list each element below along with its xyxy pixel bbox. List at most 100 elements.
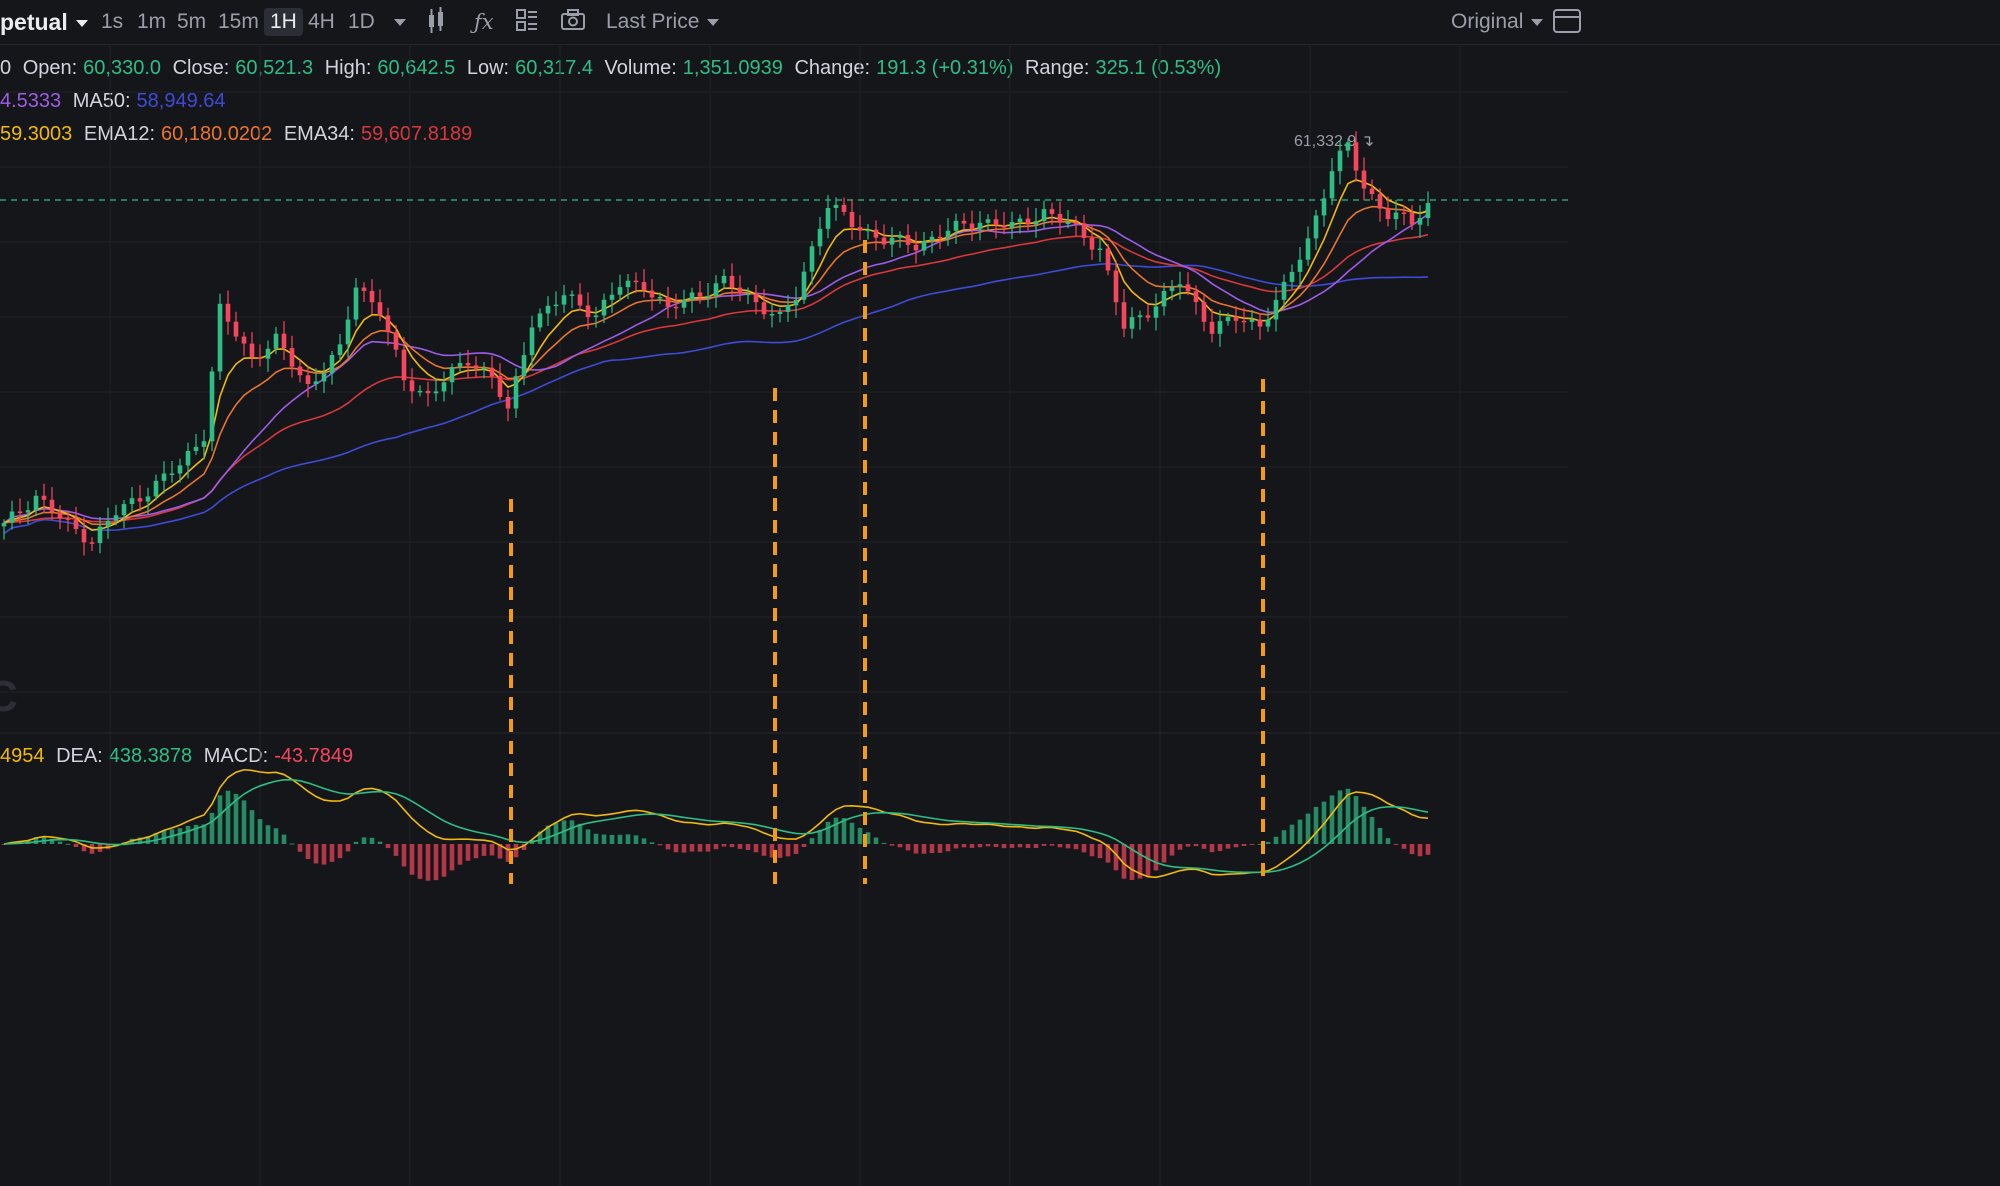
macd-bar	[721, 844, 727, 847]
macd-bar	[961, 844, 967, 848]
candle-body	[393, 332, 399, 350]
ema12-line	[3, 205, 1429, 526]
candle-body	[33, 495, 39, 511]
macd-bar	[769, 844, 775, 858]
macd-bar	[673, 844, 679, 853]
candle-body	[369, 290, 375, 303]
candle-body	[1081, 223, 1087, 238]
macd-bar	[985, 844, 991, 847]
macd-bar	[1145, 844, 1151, 877]
macd-bar	[1377, 827, 1383, 844]
macd-bar	[881, 842, 887, 844]
candle-body	[209, 371, 215, 442]
candle-body	[1273, 299, 1279, 320]
macd-bar	[409, 844, 415, 875]
interval-1h[interactable]: 1H	[264, 8, 303, 36]
candle-body	[121, 504, 127, 516]
macd-bar	[897, 844, 903, 848]
candle-body	[1169, 286, 1175, 291]
view-mode-label: Original	[1451, 10, 1524, 33]
candle-body	[1401, 212, 1407, 215]
candle-body	[905, 234, 911, 245]
layout-grid-icon[interactable]	[516, 8, 538, 36]
macd-bar	[1257, 843, 1263, 845]
camera-icon[interactable]	[561, 8, 585, 36]
candle-body	[609, 294, 615, 300]
macd-bar	[1185, 844, 1191, 847]
macd-bar	[361, 837, 367, 844]
candle-body	[377, 302, 383, 316]
interval-1m[interactable]: 1m	[137, 10, 167, 33]
macd-bar	[1073, 844, 1079, 850]
macd-bar	[145, 836, 151, 844]
candle-body	[585, 305, 591, 318]
interval-15m[interactable]: 15m	[218, 10, 259, 33]
macd-bar	[1049, 844, 1055, 846]
symbol-selector[interactable]: petual	[0, 8, 88, 36]
candle-body	[25, 510, 31, 513]
macd-bar	[1001, 844, 1007, 849]
indicators-fx-icon[interactable]: ƒx	[474, 10, 494, 34]
candle-body	[921, 240, 927, 251]
macd-bar	[1161, 844, 1167, 863]
candle-body	[1073, 222, 1079, 224]
macd-bar	[441, 844, 447, 877]
candle-body	[137, 498, 143, 502]
macd-bar	[1289, 824, 1295, 844]
macd-bar	[65, 843, 71, 845]
macd-bar	[321, 844, 327, 865]
high-value: 60,642.5	[377, 57, 456, 79]
macd-bar	[905, 844, 911, 851]
candle-body	[113, 515, 119, 521]
candle-body	[129, 498, 135, 505]
candle-body	[433, 391, 439, 394]
macd-bar	[305, 844, 311, 860]
macd-bar	[1089, 844, 1095, 857]
candle-body	[1361, 170, 1367, 189]
price-type-selector[interactable]: Last Price	[606, 8, 720, 36]
interval-1d[interactable]: 1D	[348, 10, 375, 33]
macd-bar	[417, 844, 423, 879]
macd-bar	[713, 844, 719, 850]
macd-bar	[577, 823, 583, 844]
candle-body	[1113, 270, 1119, 303]
candle-body	[1385, 208, 1391, 220]
macd-bar	[473, 844, 479, 859]
candle-body	[777, 311, 783, 315]
candle-body	[913, 244, 919, 251]
macd-bar	[297, 844, 303, 852]
price-chart[interactable]	[0, 44, 2000, 1186]
macd-bar	[609, 834, 615, 844]
macd-bar	[1337, 790, 1343, 844]
candle-body	[1225, 316, 1231, 322]
macd-bar	[969, 844, 975, 848]
candle-body	[289, 348, 295, 367]
more-intervals-button[interactable]	[386, 8, 406, 36]
candle-body	[313, 381, 319, 385]
interval-1s[interactable]: 1s	[101, 10, 124, 33]
view-mode-selector[interactable]: Original	[1451, 8, 1544, 36]
candle-body	[409, 380, 415, 392]
macd-bar	[465, 844, 471, 861]
candle-body	[729, 275, 735, 288]
candlestick-type-icon[interactable]	[426, 6, 446, 34]
macd-bar	[689, 844, 695, 852]
fullscreen-panel-icon[interactable]	[1552, 8, 1582, 36]
macd-bar	[57, 841, 63, 844]
interval-4h[interactable]: 4H	[308, 10, 335, 33]
change-label: Change:	[794, 57, 871, 79]
macd-bar	[937, 844, 943, 853]
candle-body	[961, 220, 967, 224]
candle-body	[569, 294, 575, 296]
low-value: 60,317.4	[515, 57, 593, 79]
ema34-value: 59,607.8189	[360, 123, 473, 145]
macd-bar	[217, 795, 223, 844]
interval-5m[interactable]: 5m	[177, 10, 207, 33]
open-label: Open:	[22, 57, 78, 79]
macd-bar	[1209, 844, 1215, 853]
macd-bar	[1281, 830, 1287, 844]
macd-bar	[17, 840, 23, 844]
macd-bar	[185, 825, 191, 844]
ma50-line	[3, 262, 1429, 535]
candle-body	[153, 480, 159, 497]
